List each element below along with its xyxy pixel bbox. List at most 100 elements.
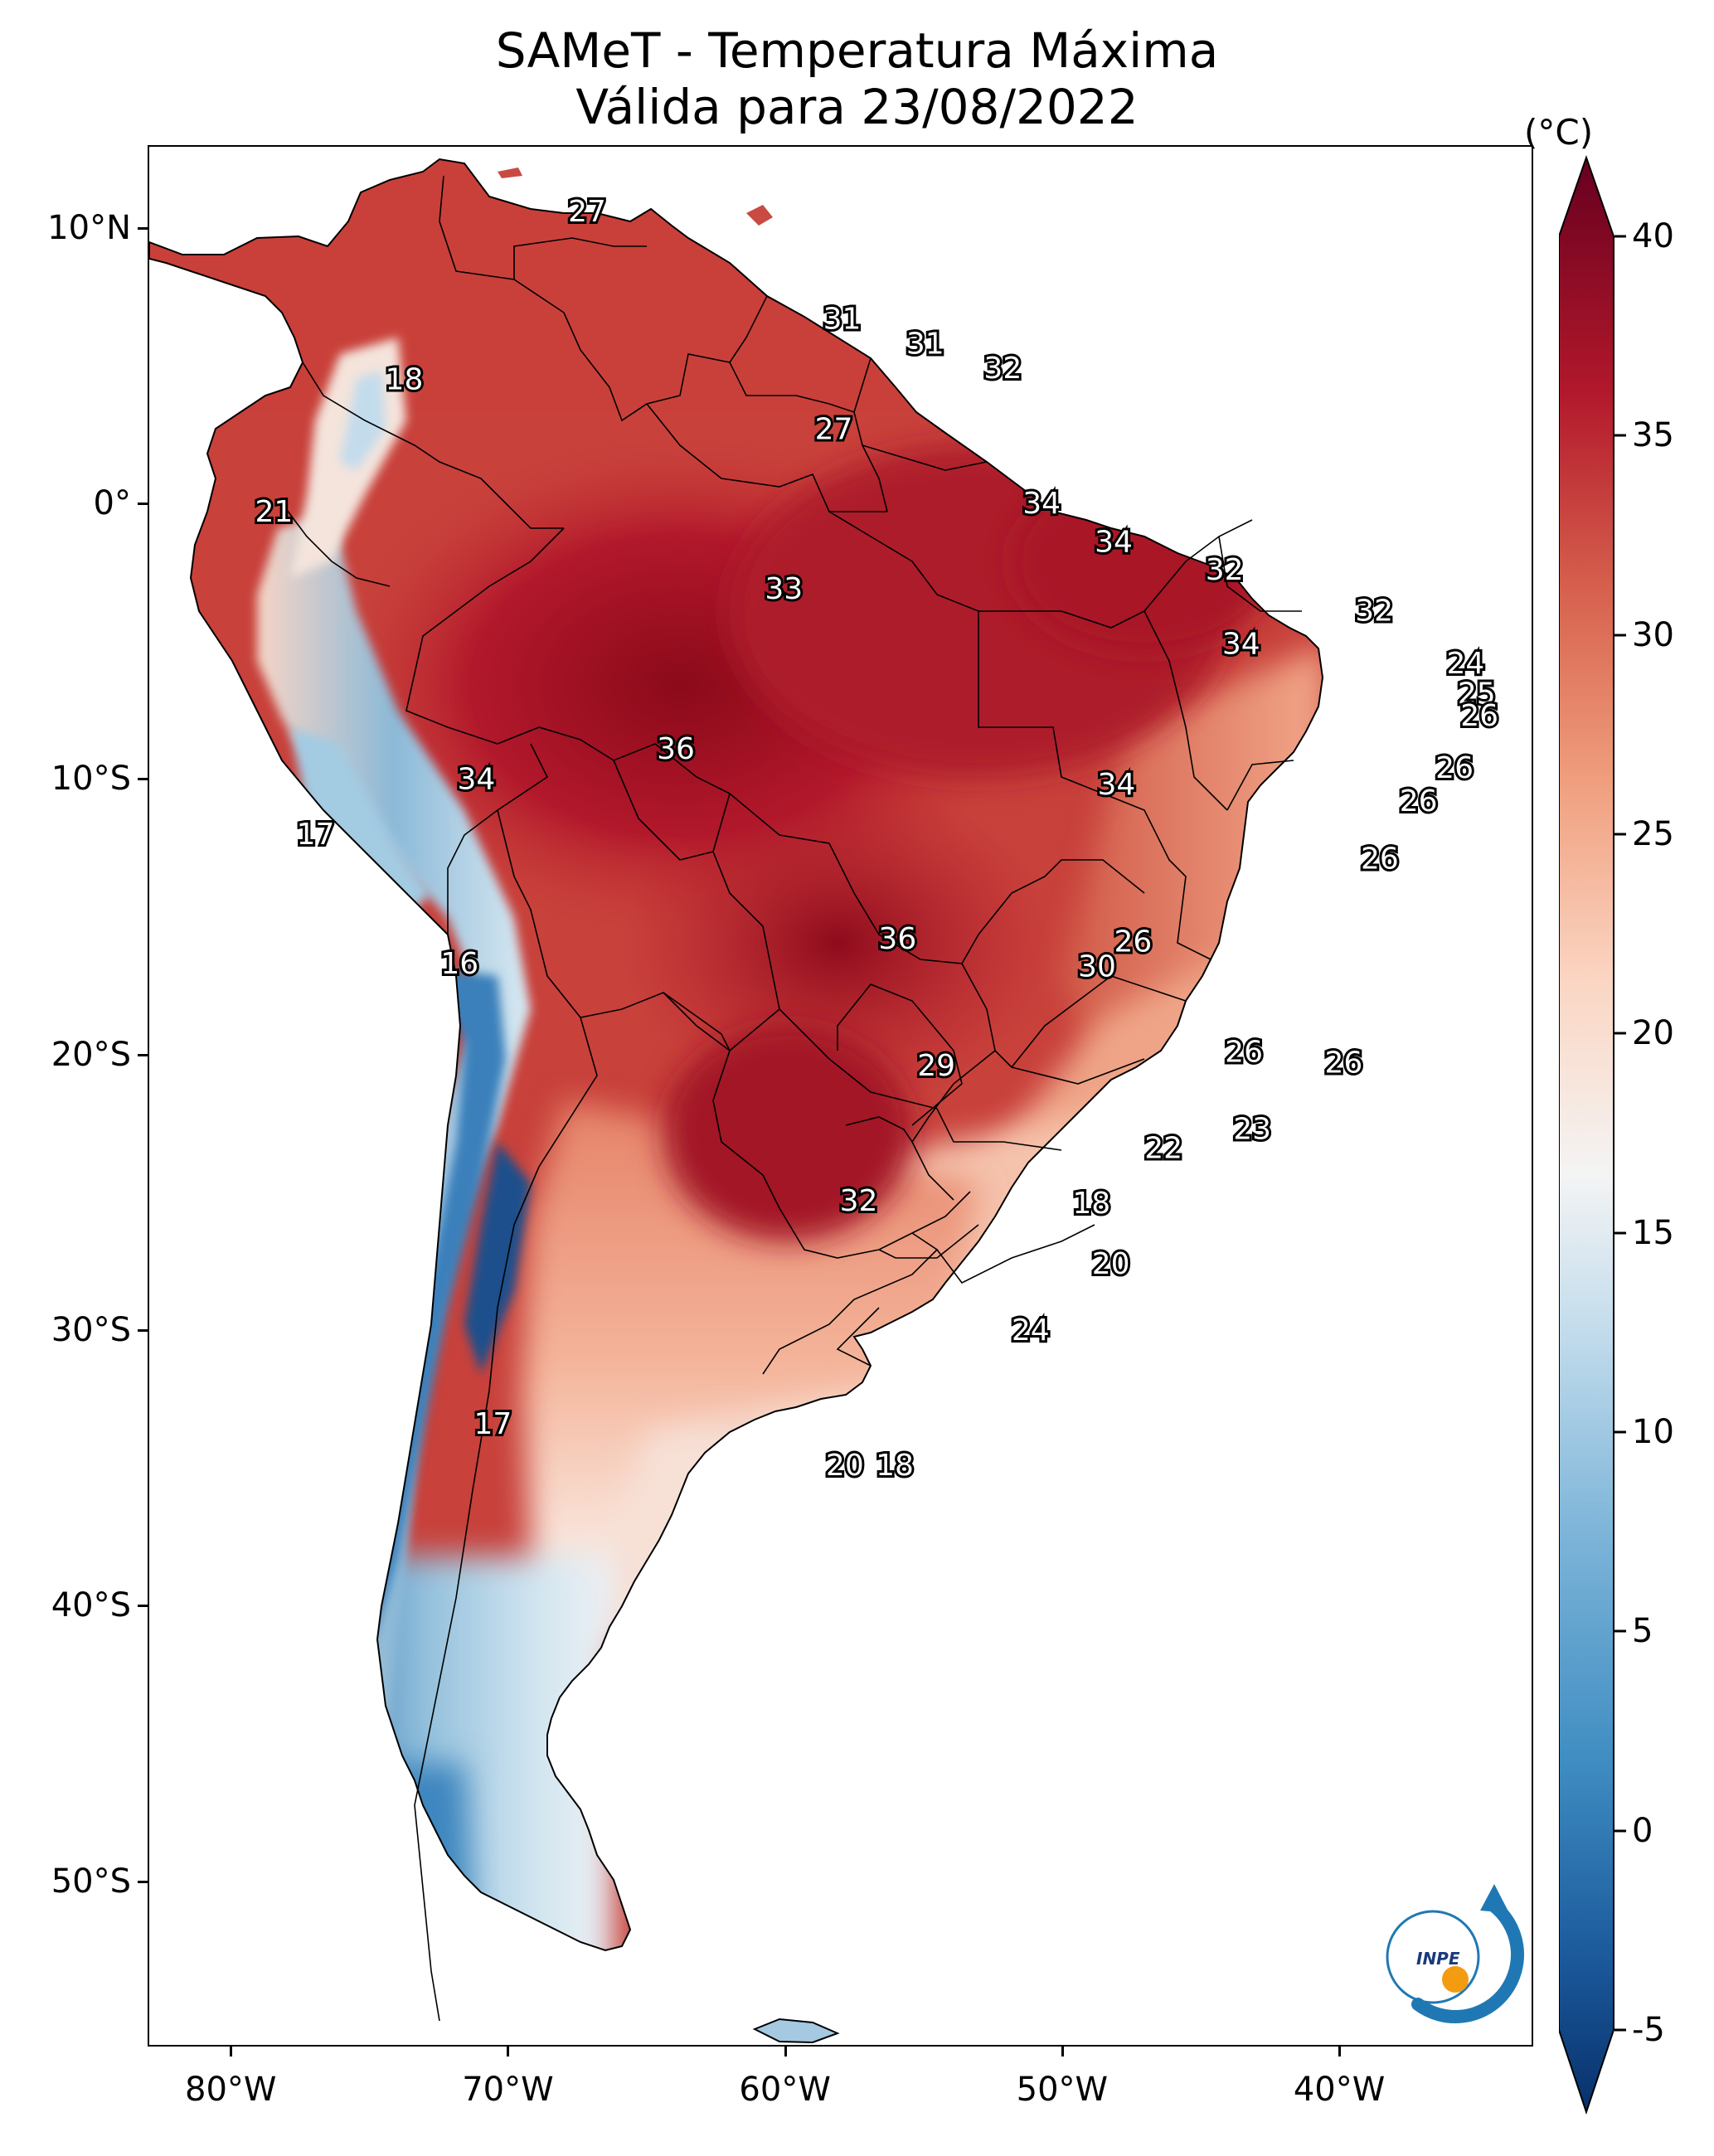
temperature-label: 22: [1144, 1132, 1182, 1166]
colorbar-ramp: [1559, 154, 1614, 2115]
lat-tick-mark: [138, 778, 148, 781]
map-area: INPE 27 31 31 32 18 27 34 21 34 32 33 32 34 24 25 26 36 2…: [148, 145, 1533, 2047]
lon-tick-label: 80°W: [185, 2071, 277, 2109]
map-subtitle: Válida para 23/08/2022: [575, 79, 1139, 135]
logo-arrow: [1480, 1884, 1509, 1913]
temperature-label: 23: [1233, 1112, 1271, 1146]
colorbar-tick-label: 0: [1632, 1811, 1653, 1850]
temperature-label: 34: [1095, 526, 1133, 560]
lat-tick-label: 30°S: [51, 1310, 131, 1349]
temperature-label: 32: [840, 1184, 878, 1218]
temperature-label: 26: [1400, 784, 1438, 818]
temperature-label: 26: [1324, 1046, 1362, 1080]
colorbar-tick-mark: [1614, 634, 1626, 637]
colorbar-tick-label: -5: [1632, 2011, 1665, 2049]
temperature-label: 34: [1022, 487, 1061, 521]
inpe-logo: INPE: [1386, 1884, 1524, 2023]
lat-tick-mark: [138, 1328, 148, 1332]
colorbar-tick-mark: [1614, 1032, 1626, 1035]
lat-tick-mark: [138, 503, 148, 505]
temperature-label: 27: [815, 412, 853, 446]
lat-tick-label: 40°S: [51, 1586, 131, 1625]
lat-tick-mark: [138, 1053, 148, 1056]
temperature-label: 34: [1097, 768, 1135, 802]
lat-tick-mark: [138, 1880, 148, 1883]
temperature-label: 26: [1460, 699, 1498, 733]
logo-dot: [1442, 1966, 1469, 1993]
logo-text: INPE: [1416, 1949, 1460, 1969]
temperature-label: 24: [1447, 647, 1485, 681]
colorbar-tick-label: 5: [1632, 1612, 1653, 1651]
lon-tick-mark: [230, 2047, 233, 2056]
logo-arc: [1411, 1898, 1524, 2023]
colorbar-tick-mark: [1614, 235, 1626, 238]
temperature-label: 25: [1458, 677, 1496, 711]
temperature-label: 17: [297, 818, 335, 852]
lat-tick-label: 0°: [93, 484, 131, 522]
lon-tick-label: 40°W: [1293, 2071, 1386, 2109]
temperature-label: 21: [255, 495, 293, 529]
temperature-label: 27: [568, 195, 606, 229]
temperature-label: 32: [983, 352, 1022, 386]
colorbar-tick-label: 35: [1632, 416, 1674, 455]
temperature-label: 20: [1092, 1247, 1130, 1281]
lon-tick-label: 70°W: [462, 2071, 554, 2109]
lon-tick-mark: [1338, 2047, 1342, 2056]
political-borders: [281, 175, 1302, 2022]
lon-tick-mark: [507, 2047, 510, 2056]
colorbar-tick-label: 20: [1632, 1014, 1674, 1053]
temperature-label: 18: [876, 1449, 914, 1483]
lat-tick-label: 50°S: [51, 1862, 131, 1901]
island-trinidad: [746, 205, 773, 226]
lat-tick-label: 10°N: [47, 208, 131, 247]
lon-tick-label: 60°W: [739, 2071, 831, 2109]
island-aruba: [498, 168, 522, 178]
temperature-label: 26: [1361, 842, 1399, 876]
lat-tick-label: 20°S: [51, 1035, 131, 1074]
temperature-map: INPE 27313132182734213432333234242526362…: [149, 158, 1524, 2044]
colorbar-tick-mark: [1614, 2028, 1626, 2032]
temperature-label: 26: [1435, 751, 1474, 785]
lat-tick-label: 10°S: [51, 760, 131, 799]
temperature-label: 33: [765, 572, 803, 606]
temperature-label: 16: [440, 947, 478, 981]
temperature-label: 34: [457, 762, 495, 796]
colorbar-tick-mark: [1614, 1430, 1626, 1434]
temperature-label: 31: [906, 327, 944, 361]
temperature-label: 18: [386, 362, 424, 396]
temperature-label: 34: [1222, 627, 1260, 661]
lat-tick-mark: [138, 226, 148, 230]
colorbar: [1559, 154, 1614, 2115]
temperature-label: 30: [1078, 949, 1116, 983]
colorbar-tick-mark: [1614, 1231, 1626, 1235]
temperature-label: 32: [1355, 595, 1393, 629]
temperature-label: 29: [917, 1049, 955, 1083]
temperature-label: 36: [878, 922, 916, 956]
lat-tick-mark: [138, 1605, 148, 1608]
temperature-label: 17: [474, 1407, 512, 1441]
colorbar-tick-label: 15: [1632, 1213, 1674, 1252]
temperature-label: 24: [1012, 1314, 1050, 1348]
temperature-label: 18: [1072, 1187, 1110, 1221]
temperature-label: 26: [1114, 925, 1153, 959]
lon-tick-mark: [784, 2047, 787, 2056]
temperature-label: 36: [657, 732, 695, 766]
island-falklands: [752, 2018, 840, 2044]
colorbar-tick-label: 10: [1632, 1413, 1674, 1451]
map-title: SAMeT - Temperatura Máxima: [495, 22, 1219, 79]
temperature-label: 20: [826, 1449, 864, 1483]
temperature-label: 31: [823, 302, 862, 336]
colorbar-tick-mark: [1614, 833, 1626, 836]
colorbar-tick-label: 25: [1632, 815, 1674, 853]
lon-tick-mark: [1061, 2047, 1064, 2056]
colorbar-tick-mark: [1614, 1629, 1626, 1633]
colorbar-unit: (°C): [1524, 112, 1594, 153]
temperature-label: 26: [1225, 1035, 1263, 1069]
colorbar-tick-mark: [1614, 1829, 1626, 1833]
colorbar-tick-label: 30: [1632, 615, 1674, 654]
temperature-label: 32: [1206, 553, 1244, 587]
lon-tick-label: 50°W: [1016, 2071, 1109, 2109]
colorbar-tick-mark: [1614, 434, 1626, 437]
colorbar-tick-label: 40: [1632, 217, 1674, 255]
